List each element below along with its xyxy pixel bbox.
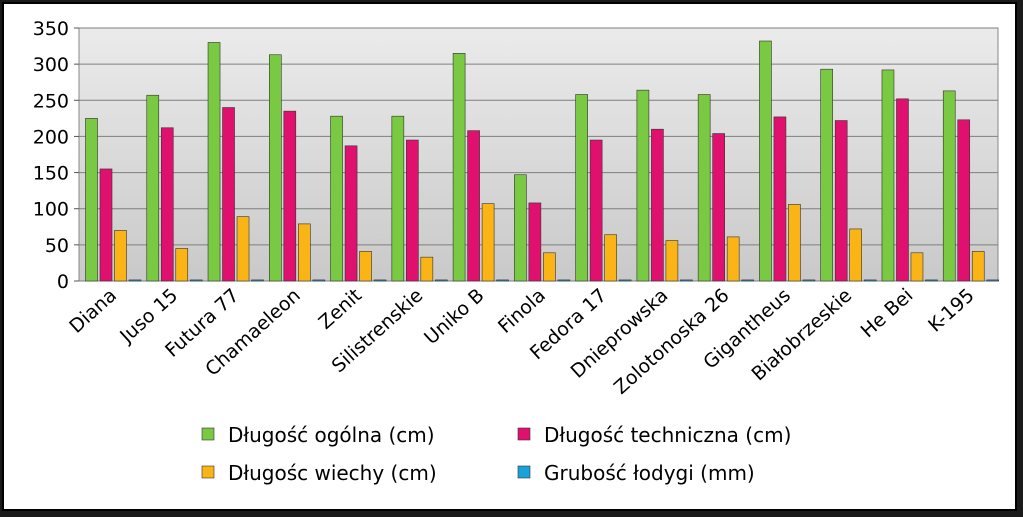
bar-4-bia-obrzeskie [863, 279, 877, 282]
bar-3-k-195 [971, 251, 985, 282]
bar-1-he-bei [881, 69, 895, 282]
bar-3-dnieprowska [665, 240, 679, 282]
bar-1-diana [85, 118, 98, 282]
x-category-label: Finola [494, 284, 550, 337]
bar-1-gigantheus [759, 40, 772, 282]
x-category-label: Zolotonoska 26 [610, 284, 734, 399]
bar-4-chamaeleon [312, 279, 326, 282]
y-tick-label: 300 [33, 54, 69, 76]
bar-3-gigantheus [788, 204, 801, 282]
y-tick-label: 250 [33, 90, 69, 112]
bar-2-juso-15 [160, 127, 174, 282]
bar-2-gigantheus [773, 116, 787, 282]
bar-2-k-195 [957, 119, 971, 282]
x-category-label: Diana [65, 284, 121, 337]
bar-1-k-195 [942, 90, 956, 282]
bar-1-bia-obrzeskie [820, 68, 834, 282]
y-tick-label: 350 [33, 18, 69, 40]
bar-3-chamaeleon [297, 223, 311, 282]
legend-swatch [517, 427, 531, 441]
bar-2-finola [528, 202, 542, 282]
bar-3-bia-obrzeskie [849, 228, 863, 282]
bar-1-fedora-17 [575, 94, 588, 282]
bar-4-dnieprowska [680, 279, 693, 282]
bar-1-zenit [330, 115, 343, 282]
legend-swatch [201, 465, 215, 479]
x-category-label: He Bei [857, 284, 918, 342]
bar-2-bia-obrzeskie [834, 120, 848, 282]
x-category-label: Zenit [315, 284, 366, 333]
legend-label: Długość ogólna (cm) [228, 423, 435, 447]
bar-1-uniko-b [452, 52, 466, 282]
bar-4-finola [557, 279, 571, 282]
y-tick-label: 0 [57, 271, 69, 293]
legend-label: Długość techniczna (cm) [544, 423, 791, 447]
bar-1-finola [514, 174, 527, 282]
bar-2-futura-77 [222, 107, 235, 282]
bar-2-dnieprowska [651, 128, 664, 282]
bar-4-diana [128, 279, 142, 282]
legend-swatch [517, 465, 531, 479]
bar-3-juso-15 [175, 248, 189, 282]
bar-2-uniko-b [467, 130, 480, 282]
bar-4-he-bei [925, 279, 938, 282]
bar-4-k-195 [986, 279, 1000, 282]
x-category-label: Uniko B [420, 284, 488, 349]
bar-1-futura-77 [207, 42, 221, 282]
y-tick-label: 50 [45, 235, 69, 257]
bar-1-juso-15 [146, 94, 160, 282]
bar-4-silistrenskie [435, 279, 448, 282]
bar-2-zolotonoska-26 [712, 133, 725, 282]
bar-2-diana [99, 168, 113, 282]
legend-label: Grubość łodygi (mm) [544, 461, 755, 485]
bar-3-diana [114, 230, 127, 282]
bar-3-fedora-17 [604, 234, 617, 282]
x-category-label: K-195 [924, 284, 979, 336]
bar-4-uniko-b [496, 279, 509, 282]
bar-4-juso-15 [189, 279, 203, 282]
bar-4-gigantheus [802, 279, 816, 282]
bar-1-silistrenskie [391, 115, 405, 282]
y-tick-label: 150 [33, 163, 69, 185]
bar-2-zenit [344, 145, 358, 282]
bar-4-fedora-17 [618, 279, 632, 282]
bar-4-zolotonoska-26 [741, 279, 754, 282]
bar-4-zenit [373, 279, 387, 282]
bar-3-finola [543, 252, 556, 282]
bar-1-zolotonoska-26 [697, 94, 711, 282]
bar-2-he-bei [896, 98, 909, 282]
bar-1-dnieprowska [636, 89, 650, 282]
legend-label: Długośc wiechy (cm) [228, 461, 437, 485]
bar-3-he-bei [910, 252, 924, 282]
bar-4-futura-77 [251, 279, 264, 282]
bar-2-silistrenskie [406, 139, 419, 282]
legend-swatch [201, 427, 215, 441]
bar-3-zenit [359, 251, 372, 282]
y-tick-label: 200 [33, 126, 69, 148]
bar-2-fedora-17 [589, 139, 603, 282]
bar-3-futura-77 [236, 216, 250, 282]
y-tick-label: 100 [33, 199, 69, 221]
bar-3-zolotonoska-26 [726, 236, 740, 282]
bar-3-uniko-b [481, 203, 495, 282]
bar-1-chamaeleon [268, 54, 282, 282]
bar-2-chamaeleon [283, 110, 297, 282]
bar-3-silistrenskie [420, 256, 434, 282]
